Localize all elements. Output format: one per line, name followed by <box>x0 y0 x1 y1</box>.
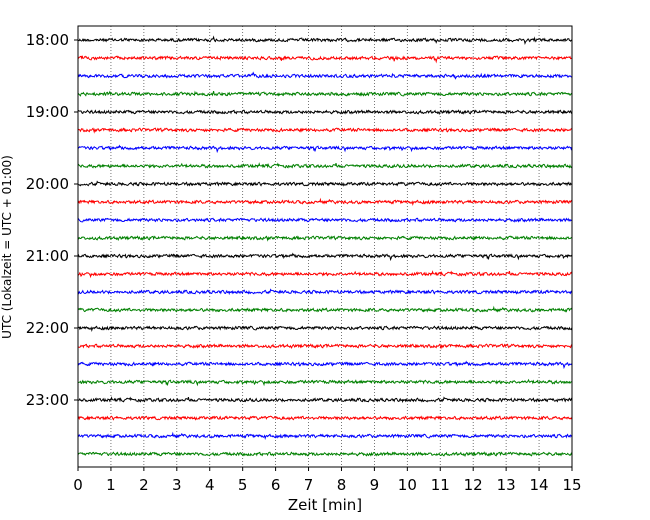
trace-line <box>77 90 573 97</box>
trace-line <box>77 451 573 458</box>
x-tick-label: 6 <box>271 476 281 494</box>
x-tick-label: 13 <box>497 476 516 494</box>
trace-line <box>77 325 573 332</box>
trace-line <box>77 35 573 45</box>
y-tick-label: 20:00 <box>26 175 69 193</box>
trace-line <box>77 71 573 80</box>
x-tick-label: 3 <box>172 476 182 494</box>
x-tick-label: 4 <box>205 476 215 494</box>
y-axis-ticks: 18:00 19:00 20:00 21:00 22:00 23:00 <box>26 31 78 409</box>
x-tick-label: 0 <box>73 476 83 494</box>
trace-line <box>77 288 573 296</box>
seismic-traces <box>77 35 573 458</box>
trace-line <box>77 252 573 262</box>
trace-line <box>77 144 573 154</box>
x-axis-label: Zeit [min] <box>288 496 362 514</box>
trace-line <box>77 360 573 370</box>
x-tick-label: 12 <box>464 476 483 494</box>
plot-frame <box>77 25 573 468</box>
trace-line <box>77 305 573 313</box>
x-axis-ticks: 0 1 2 3 4 5 6 7 8 9 10 11 12 13 14 15 <box>73 467 582 494</box>
x-tick-label: 10 <box>398 476 417 494</box>
trace-line <box>77 162 573 170</box>
x-tick-label: 11 <box>431 476 450 494</box>
x-tick-label: 9 <box>370 476 380 494</box>
x-tick-label: 15 <box>562 476 581 494</box>
y-tick-label: 23:00 <box>26 391 69 409</box>
trace-line <box>77 378 573 387</box>
y-tick-label: 19:00 <box>26 103 69 121</box>
y-tick-label: 22:00 <box>26 319 69 337</box>
trace-line <box>77 180 572 187</box>
x-tick-label: 8 <box>337 476 347 494</box>
trace-line <box>77 197 573 206</box>
x-tick-label: 2 <box>139 476 149 494</box>
trace-line <box>77 127 572 134</box>
x-tick-label: 5 <box>238 476 248 494</box>
trace-line <box>77 235 572 242</box>
trace-line <box>77 343 573 350</box>
trace-line <box>77 431 573 440</box>
trace-line <box>77 415 573 421</box>
x-tick-label: 7 <box>304 476 314 494</box>
y-axis-label: UTC (Lokalzeit = UTC + 01:00) <box>0 155 14 339</box>
trace-line <box>77 270 573 279</box>
trace-line <box>77 55 573 64</box>
trace-line <box>77 396 573 404</box>
x-tick-label: 1 <box>106 476 116 494</box>
y-tick-label: 18:00 <box>26 31 69 49</box>
y-tick-label: 21:00 <box>26 247 69 265</box>
trace-line <box>77 109 573 116</box>
trace-line <box>77 217 573 223</box>
x-tick-label: 14 <box>530 476 549 494</box>
